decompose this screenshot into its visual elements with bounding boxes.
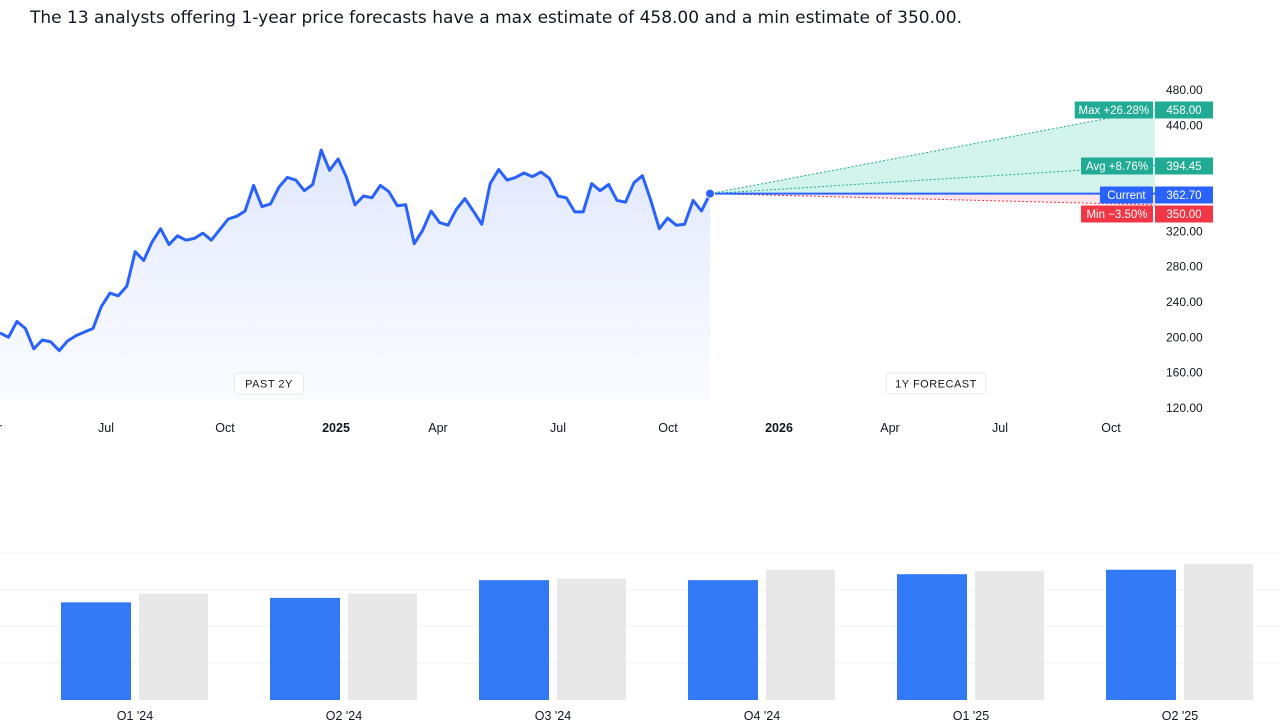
- forecast-downside-area: [710, 193, 1155, 205]
- bar-category-label: Q2 '24: [326, 709, 362, 720]
- bar-actual: [479, 580, 549, 700]
- bar-estimate: [1184, 563, 1253, 700]
- bar-estimate: [766, 569, 835, 700]
- price-history-line: [0, 148, 712, 353]
- x-tick-label: Jul: [98, 421, 114, 435]
- min-price-tag-value: 350.00: [1166, 209, 1201, 221]
- x-tick-label: Apr: [880, 421, 899, 435]
- bar-estimate: [975, 571, 1044, 700]
- quarterly-bar-chart: Q1 '24 Q2 '24 Q3 '24 Q4 '24 Q1 '25 Q2 '25: [0, 552, 1280, 720]
- svg-text:PAST 2Y: PAST 2Y: [245, 379, 293, 391]
- bar-category-label: Q4 '24: [744, 709, 780, 720]
- x-tick-label: Oct: [215, 421, 235, 435]
- x-tick-label: r: [0, 421, 2, 435]
- max-price-tag: Max +26.28% 458.00: [1074, 101, 1213, 119]
- avg-price-tag-value: 394.45: [1166, 161, 1201, 173]
- bar-category-label: Q1 '24: [117, 709, 153, 720]
- bar-estimate: [139, 593, 208, 700]
- current-price-point: [705, 188, 715, 199]
- bar-category-label: Q1 '25: [953, 709, 989, 720]
- x-tick-label: Apr: [428, 421, 447, 435]
- avg-price-tag-label: Avg +8.76%: [1086, 161, 1148, 173]
- y-tick-label: 440.00: [1166, 118, 1203, 132]
- x-tick-label: Oct: [1101, 421, 1121, 435]
- x-tick-label: 2026: [765, 421, 793, 435]
- headline-text: The 13 analysts offering 1-year price fo…: [30, 8, 963, 28]
- x-tick-label: 2025: [322, 421, 350, 435]
- bar-category-label: Q3 '24: [535, 709, 571, 720]
- y-tick-label: 240.00: [1166, 295, 1203, 309]
- max-forecast-line: [709, 108, 1156, 195]
- x-tick-label: Oct: [658, 421, 678, 435]
- forecast-cone: [709, 108, 1156, 206]
- y-tick-label: 480.00: [1166, 83, 1203, 97]
- price-axis: 480.00 440.00 320.00 280.00 240.00 200.00 160.…: [1166, 83, 1203, 415]
- bar-estimate: [557, 578, 626, 700]
- forecast-upside-area: [710, 109, 1155, 194]
- time-axis: r Jul Oct 2025 Apr Jul Oct 2026 Apr Jul Oct: [0, 421, 1121, 435]
- min-price-tag-label: Min −3.50%: [1086, 209, 1147, 221]
- price-history-area: [0, 150, 710, 400]
- price-forecast-chart: 480.00 440.00 320.00 280.00 240.00 200.00 160.…: [0, 83, 1213, 435]
- bar-actual: [270, 597, 340, 700]
- bar-actual: [688, 580, 758, 700]
- max-price-tag-label: Max +26.28%: [1079, 105, 1150, 117]
- forecast-period-label: 1Y FORECAST: [885, 372, 987, 395]
- current-price-tag: Current 362.70: [1099, 186, 1213, 204]
- x-tick-label: Jul: [550, 421, 566, 435]
- y-tick-label: 280.00: [1166, 260, 1203, 274]
- past-period-label: PAST 2Y: [233, 372, 305, 395]
- bar-actual: [897, 574, 967, 700]
- forecast-price-tags: Max +26.28% 458.00 Avg +8.76% 394.45 Current…: [1074, 101, 1213, 223]
- max-price-tag-value: 458.00: [1166, 105, 1201, 117]
- svg-text:1Y FORECAST: 1Y FORECAST: [895, 379, 977, 391]
- x-tick-label: Jul: [992, 421, 1008, 435]
- current-price-tag-value: 362.70: [1166, 190, 1201, 202]
- current-price-tag-label: Current: [1107, 190, 1146, 202]
- bar-estimate: [348, 593, 417, 700]
- min-price-tag: Min −3.50% 350.00: [1081, 205, 1213, 223]
- y-tick-label: 120.00: [1166, 401, 1203, 415]
- bar-actual: [61, 602, 131, 700]
- y-tick-label: 200.00: [1166, 330, 1203, 344]
- bar-actual: [1106, 569, 1176, 700]
- y-tick-label: 320.00: [1166, 224, 1203, 238]
- avg-price-tag: Avg +8.76% 394.45: [1081, 157, 1213, 175]
- y-tick-label: 160.00: [1166, 366, 1203, 380]
- bar-category-label: Q2 '25: [1162, 709, 1198, 720]
